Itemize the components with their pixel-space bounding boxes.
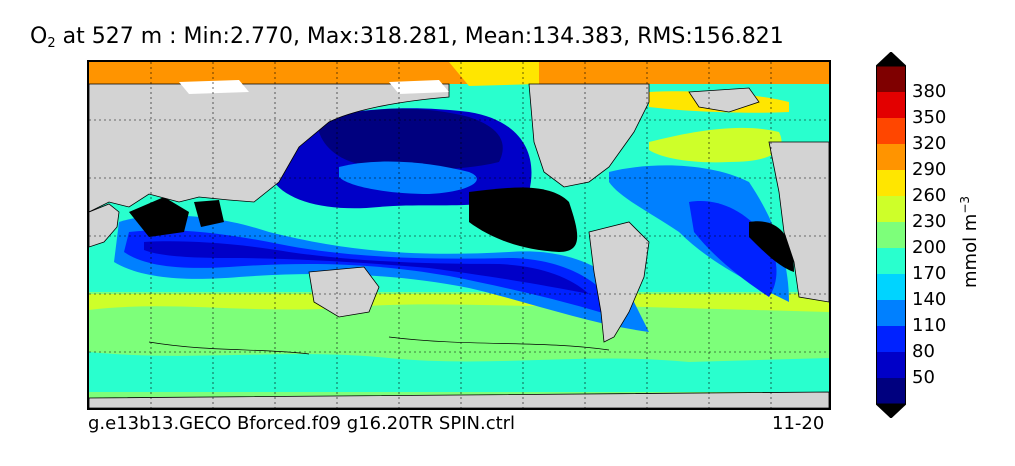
colorbar	[876, 52, 906, 418]
title-stats: at 527 m : Min:2.770, Max:318.281, Mean:…	[55, 24, 784, 49]
ice-patch-2	[389, 80, 449, 94]
colorbar-segment	[876, 248, 906, 275]
title-subscript: 2	[47, 36, 56, 51]
subantarctic-band	[89, 294, 829, 312]
colorbar-segment	[876, 378, 906, 405]
contour-line-2	[388, 336, 610, 351]
antarctic-band	[89, 352, 829, 392]
units-text: mmol m−3	[958, 196, 981, 288]
colorbar-tick-label: 140	[912, 289, 947, 310]
arabian-sea-omz	[129, 197, 189, 237]
south-america-land	[588, 221, 650, 343]
colorbar-segment	[876, 66, 906, 93]
east-atlantic-omz	[749, 221, 794, 272]
africa-east-land	[89, 203, 120, 248]
contour-line-1	[148, 341, 310, 355]
eurasia-land	[89, 83, 450, 213]
colorbar-tick-label: 350	[912, 107, 947, 128]
units-main: mmol m	[960, 214, 981, 288]
colorbar-segment	[876, 274, 906, 301]
colorbar-tick-label: 80	[912, 341, 935, 362]
colorbar-extend-top	[876, 52, 906, 67]
arctic-yellow	[449, 62, 539, 86]
title-species: O	[30, 24, 48, 49]
ice-patch-1	[179, 80, 249, 94]
colorbar-segment	[876, 300, 906, 327]
colorbar-tick-label: 50	[912, 367, 935, 388]
antarctica-land	[89, 391, 829, 408]
map-svg	[89, 62, 829, 408]
run-name: g.e13b13.GECO Bforced.f09 g16.20TR SPIN.…	[88, 413, 516, 434]
colorbar-segment	[876, 196, 906, 223]
units-exponent: −3	[958, 196, 972, 214]
north-pacific-50	[319, 108, 503, 170]
grid-lines	[89, 62, 829, 408]
north-america-land	[528, 83, 650, 188]
colorbar-tick-label: 320	[912, 133, 947, 154]
colorbar-segment	[876, 326, 906, 353]
colorbar-segment	[876, 352, 906, 379]
colorbar-tick-label: 170	[912, 263, 947, 284]
colorbar-tick-label: 110	[912, 315, 947, 336]
north-atlantic-230	[649, 127, 782, 163]
colorbar-segment	[876, 92, 906, 119]
colorbar-tick-label: 380	[912, 81, 947, 102]
period-label: 11-20	[772, 413, 825, 434]
bay-of-bengal-omz	[194, 200, 224, 227]
africa-west-land	[768, 141, 829, 303]
colorbar-tick-label: 260	[912, 185, 947, 206]
map-title: O2 at 527 m : Min:2.770, Max:318.281, Me…	[30, 24, 784, 51]
australia-land	[308, 266, 380, 318]
tropical-band-50	[144, 241, 589, 294]
map-panel	[87, 60, 831, 410]
colorbar-segment	[876, 144, 906, 171]
greenland-land	[688, 87, 760, 113]
colorbar-segment	[876, 222, 906, 249]
colorbar-units: mmol m−3	[958, 196, 981, 288]
north-pacific-110	[339, 161, 477, 194]
colorbar-tick-label: 230	[912, 211, 947, 232]
colorbar-tick-label: 200	[912, 237, 947, 258]
colorbar-extend-bottom	[876, 403, 906, 418]
colorbar-tick-label: 290	[912, 159, 947, 180]
colorbar-segment	[876, 170, 906, 197]
colorbar-segment	[876, 118, 906, 145]
